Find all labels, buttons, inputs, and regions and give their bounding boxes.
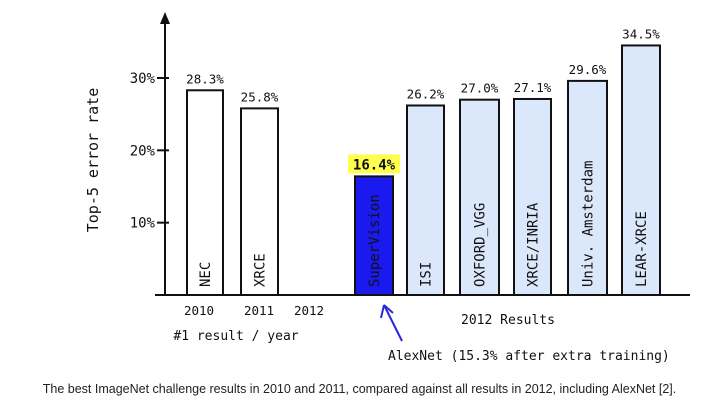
- bar-3: [406, 104, 445, 296]
- bar-category-label-4: OXFORD_VGG: [473, 203, 489, 287]
- x-axis-label-2012-results: 2012 Results: [461, 313, 555, 328]
- bar-0: [186, 89, 224, 297]
- x-axis-label-years: #1 result / year: [173, 329, 298, 344]
- bar-category-label-7: LEAR-XRCE: [634, 211, 650, 287]
- y-tick-label-2: 30%: [130, 71, 156, 87]
- bar-4: [459, 98, 500, 296]
- y-axis-label: Top-5 error rate: [84, 88, 102, 233]
- bar-value-label-0: 28.3%: [186, 71, 224, 86]
- bars: 28.3% NEC 25.8% XRCE 16.4% SuperVision 26.2% IS…: [186, 26, 661, 297]
- bar-category-label-3: ISI: [419, 262, 435, 287]
- bar-value-label-5: 27.1%: [514, 80, 552, 95]
- bar-7: [621, 44, 661, 297]
- year-tick-label-1: 2011: [244, 303, 274, 318]
- bar-5: [513, 97, 552, 296]
- y-tick-label-0: 10%: [130, 216, 156, 232]
- year-tick-label-0: 2010: [184, 303, 214, 318]
- bar-value-label-6: 29.6%: [569, 62, 607, 77]
- bar-value-label-1: 25.8%: [241, 89, 279, 104]
- bar-category-label-0: NEC: [198, 262, 214, 287]
- bar-value-label-3: 26.2%: [407, 86, 445, 101]
- alexnet-annotation: AlexNet (15.3% after extra training): [388, 349, 670, 364]
- year-tick-label-2: 2012: [294, 303, 324, 318]
- bar-category-label-5: XRCE/INRIA: [526, 202, 542, 287]
- bar-value-label-4: 27.0%: [461, 81, 499, 96]
- y-axis-arrowhead: [160, 12, 170, 24]
- bar-1: [240, 107, 279, 296]
- bar-category-label-6: Univ. Amsterdam: [581, 161, 597, 287]
- annotation-arrow: [380, 304, 403, 342]
- y-tick-label-1: 20%: [130, 143, 156, 159]
- bar-category-label-2: SuperVision: [367, 194, 383, 287]
- bar-6: [567, 79, 608, 297]
- figure-caption: The best ImageNet challenge results in 2…: [42, 382, 677, 396]
- bar-2: [354, 175, 394, 296]
- bar-value-label-2: 16.4%: [353, 157, 396, 173]
- chart: 10% 20% 30% 2010 2011 2012 28.3% NEC 25.8% XRCE 1…: [84, 12, 690, 364]
- bar-value-label-7: 34.5%: [622, 26, 660, 41]
- bar-category-label-1: XRCE: [253, 253, 269, 287]
- highlight-value-bg: [348, 154, 400, 174]
